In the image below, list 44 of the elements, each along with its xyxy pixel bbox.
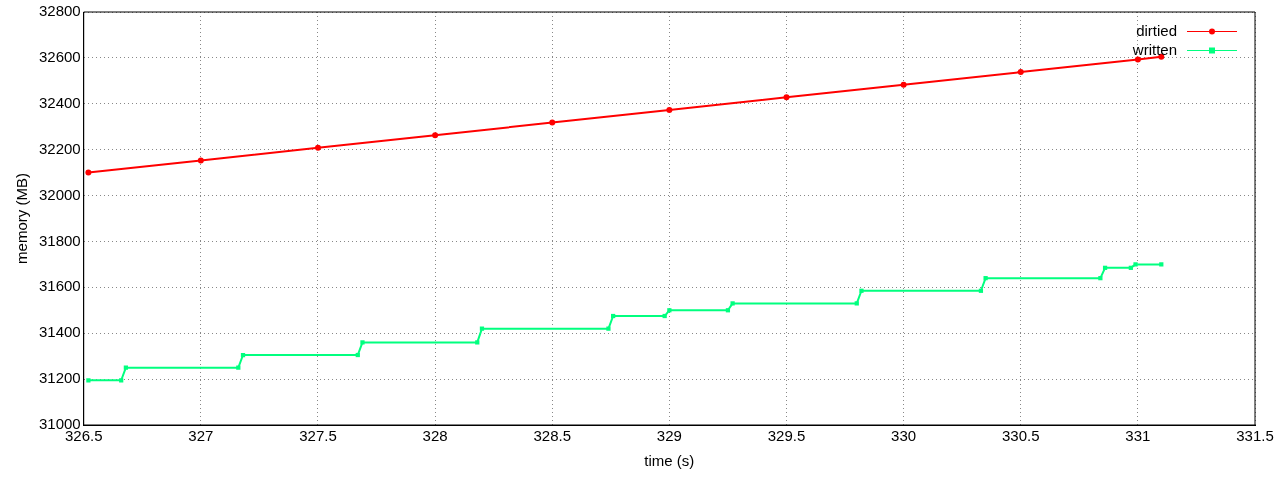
point <box>549 119 556 126</box>
y-tick-label: 31600 <box>38 277 81 295</box>
point <box>1159 262 1164 267</box>
point <box>783 94 790 101</box>
y-tick-label: 32000 <box>38 185 81 203</box>
point <box>314 144 321 151</box>
point <box>606 326 611 331</box>
y-tick-label: 31400 <box>38 323 81 341</box>
point <box>1017 69 1024 76</box>
point <box>475 340 480 345</box>
x-tick-label: 330 <box>891 427 917 445</box>
point <box>666 106 673 113</box>
point <box>854 301 859 306</box>
y-tick-label: 32800 <box>38 2 81 20</box>
point <box>197 157 204 164</box>
legend-label: dirtied <box>1136 21 1177 39</box>
point <box>1098 276 1103 281</box>
point <box>859 288 864 293</box>
y-tick-label: 31800 <box>38 231 81 249</box>
point <box>900 81 907 88</box>
x-axis-title: time (s) <box>644 452 695 470</box>
x-tick-label: 331.5 <box>1236 427 1274 445</box>
y-tick-label: 32600 <box>38 48 81 66</box>
x-tick-label: 329 <box>656 427 682 445</box>
x-tick-label: 328.5 <box>533 427 571 445</box>
x-tick-label: 328 <box>422 427 448 445</box>
y-tick-label: 32400 <box>38 93 81 111</box>
x-tick-label: 329.5 <box>767 427 806 445</box>
point <box>432 132 439 139</box>
legend-label: written <box>1131 40 1177 58</box>
point <box>86 378 91 383</box>
y-tick-label: 31200 <box>38 369 81 387</box>
point <box>730 301 735 306</box>
point <box>1134 56 1141 63</box>
y-axis-title: memory (MB) <box>13 173 31 264</box>
point <box>1133 262 1138 267</box>
x-tick-label: 331 <box>1125 427 1151 445</box>
y-tick-label: 32200 <box>38 139 81 157</box>
x-tick-label: 327 <box>188 427 214 445</box>
point <box>85 169 92 176</box>
point <box>983 276 988 281</box>
point <box>360 340 365 345</box>
x-tick-label: 330.5 <box>1001 427 1040 445</box>
x-tick-label: 327.5 <box>299 427 337 445</box>
